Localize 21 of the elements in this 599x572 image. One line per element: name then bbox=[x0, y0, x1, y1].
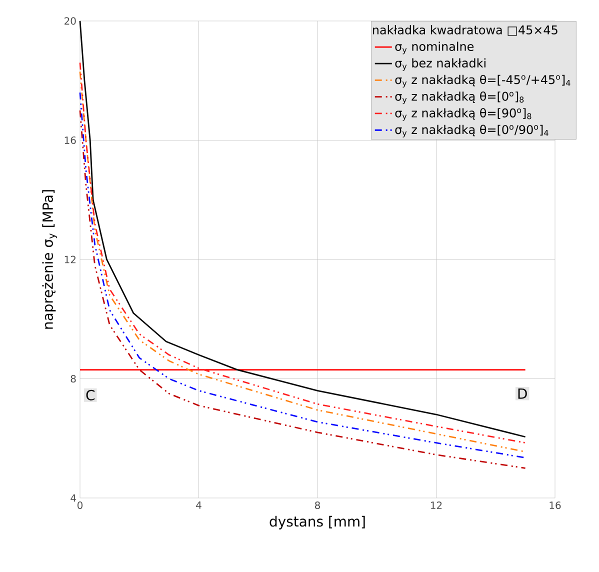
x-tick-label: 4 bbox=[196, 502, 202, 509]
legend-label: σ$_{y}$ z nakładką θ=[0$^{o}$/90$^{o}$]$_{4}$ bbox=[395, 124, 548, 138]
legend-label: σ$_{y}$ bez nakładki bbox=[395, 58, 486, 71]
annotation: C bbox=[86, 390, 95, 400]
y-tick-label: 12 bbox=[64, 256, 76, 264]
x-tick-label: 16 bbox=[550, 501, 561, 510]
y-tick-label: 8 bbox=[70, 374, 76, 382]
x-axis-title: dystans [mm] bbox=[270, 516, 365, 530]
y-axis-title: naprężenie σ$_{y}$ [MPa] bbox=[42, 190, 57, 329]
y-tick-label: 16 bbox=[64, 136, 76, 144]
x-tick-label: 8 bbox=[315, 501, 320, 510]
x-tick-label: 0 bbox=[77, 501, 83, 510]
annotation: D bbox=[518, 388, 527, 399]
legend-label: σ$_{y}$ z nakładką θ=[-45$^{o}$/+45$^{o}$]$_{4}$ bbox=[395, 74, 570, 88]
legend-label: σ$_{y}$ z nakładką θ=[90$^{o}$]$_{8}$ bbox=[395, 108, 532, 121]
legend-label: σ$_{y}$ nominalne bbox=[395, 42, 474, 54]
legend-title: nakładka kwadratowa □45×45 bbox=[372, 25, 558, 36]
y-tick-label: 20 bbox=[64, 17, 76, 25]
y-tick-label: 4 bbox=[70, 494, 76, 502]
legend-label: σ$_{y}$ z nakładką θ=[0$^{o}$]$_{8}$ bbox=[395, 91, 524, 104]
x-tick-label: 12 bbox=[431, 501, 442, 509]
